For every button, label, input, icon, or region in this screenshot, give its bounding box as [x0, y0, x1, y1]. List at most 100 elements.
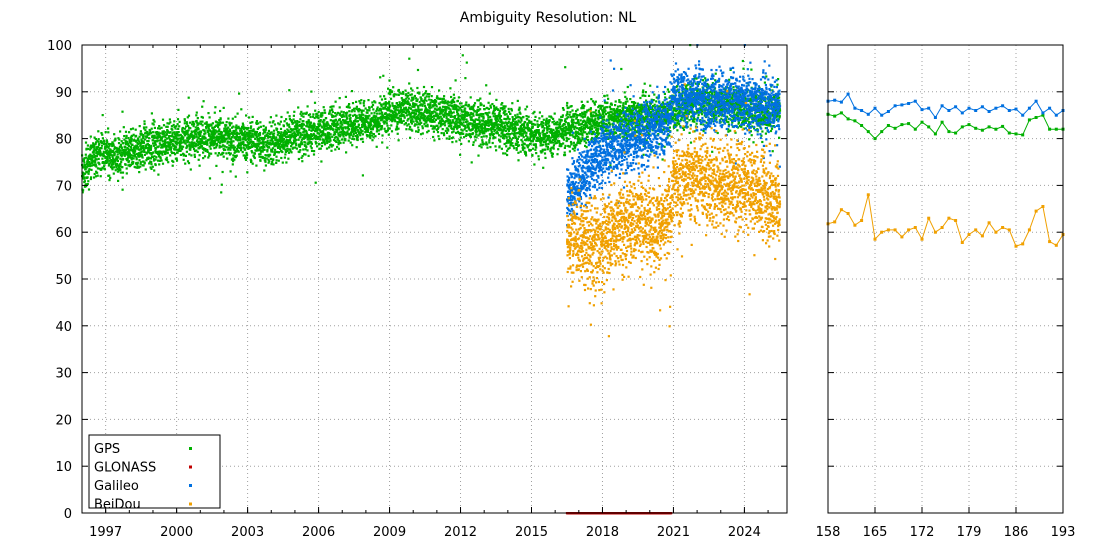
data-point-gps — [556, 127, 560, 130]
data-point-gps — [187, 140, 190, 143]
data-point-gps — [552, 147, 555, 150]
data-point-gps — [207, 132, 210, 135]
data-point-gps — [489, 146, 492, 149]
data-point-gps — [476, 122, 479, 126]
data-point-gps — [545, 122, 548, 125]
data-point-gps — [131, 127, 135, 130]
data-point-gps — [507, 110, 511, 113]
data-point-gps — [282, 141, 285, 144]
data-point-gps — [342, 113, 345, 116]
data-point-gps — [298, 121, 301, 124]
data-point-gps — [532, 112, 535, 115]
data-point-gps — [309, 124, 312, 127]
data-point-gps — [237, 146, 240, 149]
data-point-gps — [420, 114, 423, 117]
data-point-gps — [504, 133, 507, 137]
data-point-gps — [462, 121, 465, 124]
data-point-gps — [120, 158, 123, 161]
data-point-gps — [372, 136, 375, 139]
data-point-gps — [534, 144, 537, 147]
data-point-gps — [499, 107, 502, 110]
data-point-gps — [350, 124, 353, 127]
data-point-gps — [146, 131, 149, 134]
data-point-gps — [186, 130, 189, 133]
data-point-gps — [440, 121, 443, 124]
data-point-gps — [268, 121, 271, 124]
data-point-gps — [82, 172, 85, 175]
data-point-gps — [179, 149, 182, 152]
data-point-gps — [119, 162, 122, 166]
data-point-gps — [585, 146, 588, 149]
data-point-gps — [303, 133, 307, 136]
data-point-gps — [459, 121, 462, 124]
data-point-gps — [131, 149, 134, 152]
data-point-gps — [592, 130, 596, 133]
data-point-gps — [120, 160, 123, 164]
data-point-gps — [446, 100, 449, 103]
data-point-gps — [115, 150, 118, 153]
data-point-gps — [375, 125, 378, 128]
data-point-gps — [480, 112, 483, 116]
data-point-gps — [427, 103, 430, 106]
data-point-gps — [583, 140, 586, 143]
data-point-gps — [395, 102, 398, 105]
data-point-gps — [135, 140, 138, 143]
data-point-gps — [171, 128, 174, 131]
data-point-gps — [148, 162, 151, 165]
data-point-gps — [232, 140, 235, 143]
data-point-gps — [286, 111, 289, 114]
data-point-gps — [148, 157, 151, 160]
data-point-gps — [90, 164, 94, 167]
data-point-gps — [351, 135, 354, 138]
data-point-gps — [562, 138, 566, 141]
data-point-gps — [371, 104, 375, 107]
data-point-gps — [591, 115, 594, 118]
data-point-gps — [212, 131, 215, 134]
data-point-gps — [615, 115, 618, 118]
data-point-gps — [362, 104, 366, 107]
data-point-gps — [461, 54, 464, 57]
data-point-gps — [472, 141, 475, 144]
data-point-gps — [372, 133, 375, 136]
data-point-gps — [357, 110, 360, 113]
data-point-gps — [372, 126, 375, 129]
data-point-gps — [508, 133, 512, 136]
data-point-gps — [366, 115, 369, 118]
data-point-gps — [564, 118, 567, 121]
data-point-gps — [492, 133, 495, 136]
data-point-gps — [350, 110, 353, 113]
data-point-gps — [266, 132, 269, 135]
data-point-gps — [95, 158, 98, 161]
data-point-gps — [427, 119, 430, 122]
data-point-gps — [429, 118, 432, 121]
data-point-gps — [86, 171, 89, 174]
data-point-gps — [237, 125, 240, 128]
data-point-gps — [445, 101, 448, 104]
data-point-gps — [338, 131, 341, 134]
data-point-gps — [270, 157, 273, 160]
data-point-gps — [88, 168, 91, 171]
data-point-gps — [126, 158, 129, 161]
data-point-gps — [378, 122, 381, 125]
data-point-gps — [517, 120, 520, 123]
data-point-gps — [295, 138, 298, 141]
data-point-gps — [293, 131, 296, 134]
data-point-gps — [480, 103, 483, 106]
data-point-gps — [405, 93, 408, 96]
data-point-gps — [227, 147, 230, 150]
data-point-gps — [181, 135, 184, 138]
data-point-gps — [94, 175, 98, 178]
data-point-gps — [487, 107, 490, 111]
data-point-gps — [433, 104, 436, 107]
data-point-gps — [217, 126, 220, 129]
data-point-gps — [227, 140, 230, 143]
data-point-gps — [253, 155, 256, 158]
data-point-gps — [422, 100, 426, 103]
data-point-gps — [479, 97, 482, 100]
data-point-gps — [376, 128, 379, 131]
data-point-gps — [383, 115, 386, 118]
data-point-gps — [522, 115, 525, 119]
data-point-gps — [331, 108, 334, 111]
data-point-gps — [334, 148, 337, 151]
data-point-gps — [108, 155, 111, 158]
